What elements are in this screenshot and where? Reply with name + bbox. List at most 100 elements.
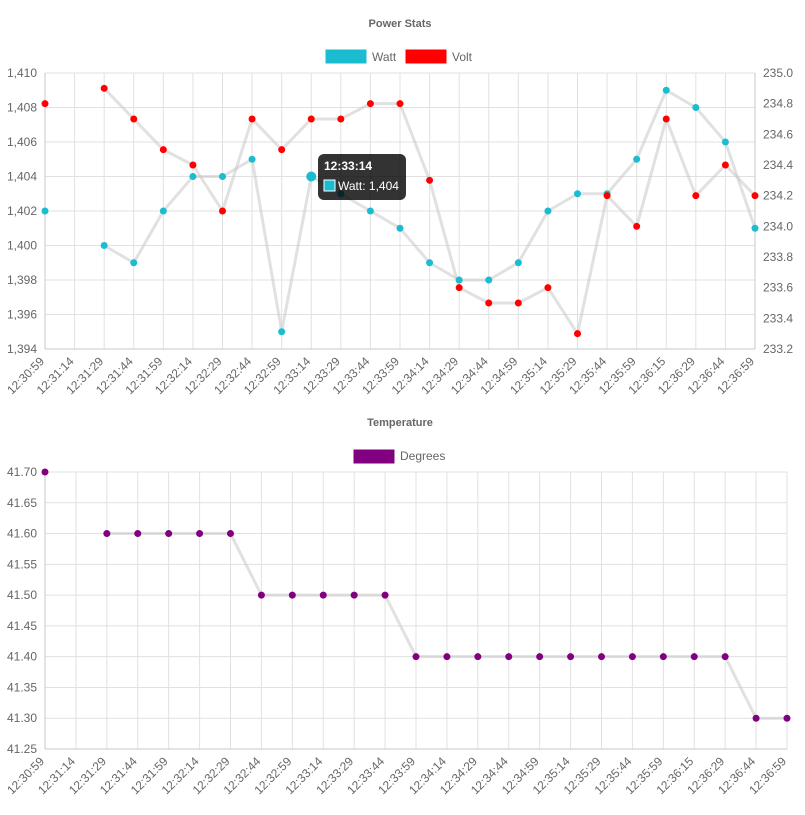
- data-point-watt[interactable]: [574, 190, 581, 198]
- legend-label-watt: Watt: [372, 50, 397, 64]
- data-point-watt[interactable]: [751, 224, 759, 232]
- data-point-watt[interactable]: [100, 242, 108, 249]
- data-point-volt[interactable]: [514, 299, 522, 307]
- series-points: [41, 468, 791, 722]
- data-point-degrees[interactable]: [196, 530, 204, 538]
- data-point-volt[interactable]: [662, 115, 670, 123]
- data-point-degrees[interactable]: [474, 653, 482, 661]
- temperature-chart: Temperature Degrees 41.25 41.30 41.35 41.40…: [4, 417, 791, 797]
- y-tick-label: 1,396: [7, 308, 37, 322]
- data-point-volt[interactable]: [337, 115, 345, 123]
- data-point-watt[interactable]: [396, 224, 404, 232]
- data-point-volt[interactable]: [692, 192, 700, 200]
- data-point-volt[interactable]: [219, 207, 226, 215]
- data-point-degrees[interactable]: [412, 653, 420, 661]
- data-point-volt[interactable]: [159, 146, 167, 154]
- data-point-volt[interactable]: [307, 115, 315, 123]
- data-point-degrees[interactable]: [257, 591, 265, 599]
- legend-swatch-degrees: [353, 449, 395, 464]
- data-point-volt[interactable]: [603, 192, 611, 200]
- data-point-volt[interactable]: [41, 100, 49, 108]
- data-point-degrees[interactable]: [598, 653, 605, 661]
- y-right-tick-label: 234.8: [763, 97, 793, 111]
- data-point-watt[interactable]: [219, 173, 226, 180]
- data-point-degrees[interactable]: [41, 468, 49, 476]
- data-point-volt[interactable]: [751, 192, 759, 200]
- data-point-watt[interactable]: [248, 155, 256, 163]
- data-point-degrees[interactable]: [350, 591, 358, 599]
- data-point-degrees[interactable]: [165, 530, 173, 538]
- y-axis-left: 41.25 41.30 41.35 41.40 41.45 41.50 41.55 41.60…: [7, 465, 37, 756]
- data-point-watt[interactable]: [189, 173, 197, 180]
- y-right-tick-label: 233.2: [763, 342, 793, 356]
- data-point-volt[interactable]: [189, 161, 197, 169]
- y-tick-label: 41.50: [7, 588, 37, 602]
- x-axis: 12:30:5912:31:1412:31:2912:31:4412:31:59…: [4, 354, 757, 397]
- tooltip-title: 12:33:14: [324, 159, 372, 173]
- data-point-watt[interactable]: [633, 155, 641, 163]
- data-point-watt[interactable]: [455, 276, 463, 284]
- data-point-watt[interactable]: [278, 328, 286, 336]
- data-point-degrees[interactable]: [505, 653, 513, 661]
- tooltip-swatch: [323, 179, 336, 192]
- data-point-degrees[interactable]: [288, 591, 296, 599]
- data-point-degrees[interactable]: [443, 653, 451, 661]
- data-point-watt[interactable]: [544, 207, 552, 215]
- data-point-watt[interactable]: [159, 207, 167, 215]
- legend-item-volt[interactable]: Volt: [405, 49, 473, 64]
- data-point-degrees[interactable]: [690, 653, 698, 661]
- chart-title: Temperature: [367, 417, 433, 429]
- data-point-degrees[interactable]: [536, 653, 544, 661]
- data-point-volt[interactable]: [396, 100, 404, 108]
- data-point-degrees[interactable]: [227, 530, 234, 538]
- y-tick-label: 41.45: [7, 619, 37, 633]
- y-right-tick-label: 234.6: [763, 127, 793, 141]
- legend-item-degrees[interactable]: Degrees: [353, 449, 445, 464]
- y-tick-label: 1,410: [7, 66, 37, 80]
- data-point-degrees[interactable]: [103, 530, 111, 538]
- y-tick-label: 41.60: [7, 527, 37, 541]
- data-point-volt[interactable]: [455, 284, 463, 292]
- data-point-watt[interactable]: [41, 207, 49, 215]
- data-point-watt[interactable]: [721, 138, 729, 146]
- data-point-watt[interactable]: [662, 86, 670, 94]
- data-point-volt[interactable]: [366, 100, 374, 108]
- data-point-degrees[interactable]: [134, 530, 142, 538]
- data-point-watt[interactable]: [366, 207, 374, 215]
- data-point-watt[interactable]: [426, 259, 434, 267]
- data-point-degrees[interactable]: [721, 653, 729, 661]
- data-point-watt[interactable]: [306, 171, 317, 182]
- legend-item-watt[interactable]: Watt: [325, 49, 397, 64]
- data-point-volt[interactable]: [721, 161, 729, 169]
- data-point-volt[interactable]: [100, 84, 108, 92]
- data-point-degrees[interactable]: [319, 591, 327, 599]
- y-tick-label: 41.70: [7, 465, 37, 479]
- data-point-degrees[interactable]: [628, 653, 636, 661]
- y-tick-label: 1,394: [7, 342, 37, 356]
- data-point-volt[interactable]: [248, 115, 256, 123]
- data-point-degrees[interactable]: [783, 714, 791, 722]
- data-point-volt[interactable]: [130, 115, 138, 123]
- y-tick-label: 1,406: [7, 135, 37, 149]
- data-point-volt[interactable]: [485, 299, 493, 307]
- data-point-degrees[interactable]: [752, 714, 760, 722]
- data-point-volt[interactable]: [278, 146, 286, 154]
- data-point-volt[interactable]: [574, 330, 581, 338]
- data-point-watt[interactable]: [514, 259, 522, 267]
- data-point-degrees[interactable]: [567, 653, 575, 661]
- y-tick-label: 41.55: [7, 557, 37, 571]
- y-tick-label: 41.40: [7, 650, 37, 664]
- y-tick-label: 41.25: [7, 742, 37, 756]
- data-point-watt[interactable]: [485, 276, 493, 284]
- y-axis-right: 233.2 233.4 233.6 233.8 234.0 234.2 234.4 234.6…: [763, 66, 793, 356]
- chart-title: Power Stats: [369, 18, 432, 30]
- data-point-volt[interactable]: [426, 176, 434, 184]
- data-point-watt[interactable]: [130, 259, 138, 267]
- data-point-degrees[interactable]: [381, 591, 389, 599]
- data-point-watt[interactable]: [692, 104, 700, 111]
- legend-swatch-watt: [325, 49, 367, 64]
- data-point-volt[interactable]: [633, 222, 641, 230]
- grid: [44, 471, 788, 750]
- data-point-volt[interactable]: [544, 284, 552, 292]
- data-point-degrees[interactable]: [659, 653, 667, 661]
